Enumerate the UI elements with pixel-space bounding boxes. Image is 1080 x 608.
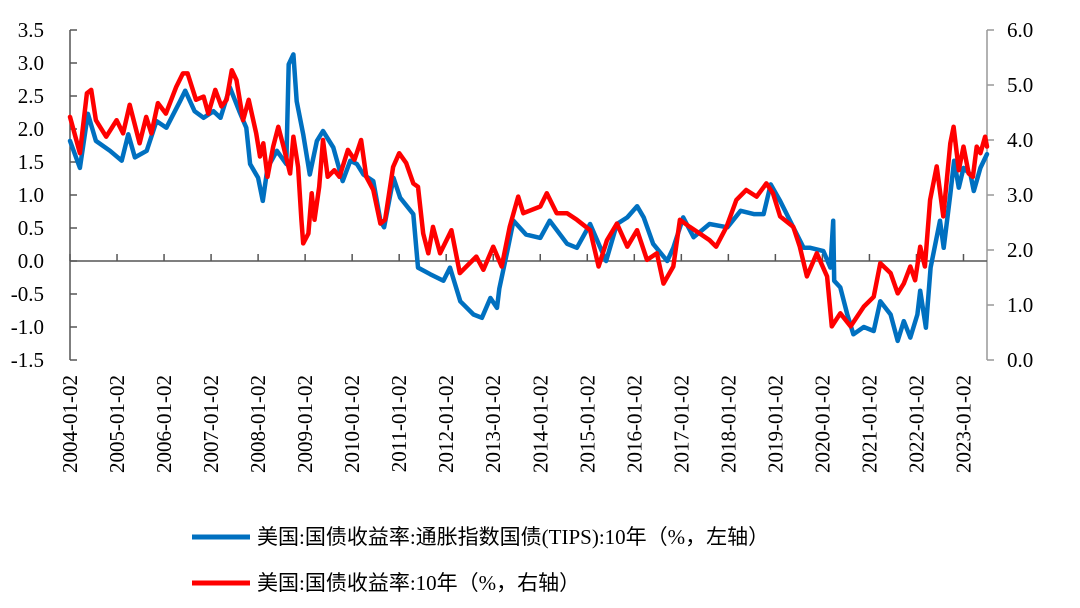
x-axis-tick-label: 2013-01-02 <box>481 375 505 473</box>
x-axis-tick-label: 2008-01-02 <box>246 375 270 473</box>
right-axis-tick-label: 2.0 <box>1007 238 1033 262</box>
left-axis-tick-label: 2.5 <box>18 84 44 108</box>
x-axis-tick-label: 2020-01-02 <box>810 375 834 473</box>
left-axis-tick-label: 2.0 <box>18 117 44 141</box>
x-axis-tick-label: 2022-01-02 <box>904 375 928 473</box>
left-axis-tick-label: 1.0 <box>18 183 44 207</box>
x-axis-tick-label: 2012-01-02 <box>434 375 458 473</box>
x-axis-tick-label: 2021-01-02 <box>857 375 881 473</box>
left-axis-tick-label: 3.5 <box>18 18 44 42</box>
x-axis-tick-label: 2011-01-02 <box>387 375 411 472</box>
x-axis-tick-label: 2018-01-02 <box>716 375 740 473</box>
right-axis-tick-label: 3.0 <box>1007 183 1033 207</box>
x-axis-tick-label: 2023-01-02 <box>951 375 975 473</box>
right-axis-tick-label: 1.0 <box>1007 293 1033 317</box>
x-axis-tick-label: 2004-01-02 <box>58 375 82 473</box>
x-axis-tick-label: 2015-01-02 <box>575 375 599 473</box>
right-axis-tick-label: 5.0 <box>1007 73 1033 97</box>
legend-label-10y: 美国:国债收益率:10年（%，右轴） <box>257 571 580 595</box>
x-axis-tick-label: 2016-01-02 <box>622 375 646 473</box>
legend: 美国:国债收益率:通胀指数国债(TIPS):10年（%，左轴） 美国:国债收益率… <box>192 525 769 595</box>
x-axis-tick-label: 2017-01-02 <box>669 375 693 473</box>
axes: 3.5 3.0 2.5 2.0 1.5 1.0 0.5 0.0 -0.5 -1.0 -1.5 6.0 5… <box>11 18 1034 473</box>
x-axis-tick-label: 2010-01-02 <box>340 375 364 473</box>
x-axis-tick-label: 2009-01-02 <box>293 375 317 473</box>
right-axis-tick-label: 6.0 <box>1007 18 1033 42</box>
left-axis-tick-label: 0.5 <box>18 216 44 240</box>
legend-label-tips: 美国:国债收益率:通胀指数国债(TIPS):10年（%，左轴） <box>257 525 769 549</box>
x-axis-tick-label: 2005-01-02 <box>105 375 129 473</box>
left-axis-tick-label: -1.0 <box>11 315 44 339</box>
right-axis-tick-label: 0.0 <box>1007 348 1033 372</box>
x-axis-tick-label: 2006-01-02 <box>152 375 176 473</box>
x-axis-tick-label: 2019-01-02 <box>763 375 787 473</box>
left-axis-tick-label: -1.5 <box>11 348 44 372</box>
left-axis-tick-label: 3.0 <box>18 51 44 75</box>
series-line-tips-10y <box>67 52 990 344</box>
left-axis-tick-label: -0.5 <box>11 282 44 306</box>
x-axis-tick-label: 2014-01-02 <box>528 375 552 473</box>
left-axis-tick-label: 0.0 <box>18 249 44 273</box>
series-line-treasury-10y <box>67 67 990 329</box>
x-axis-tick-label: 2007-01-02 <box>199 375 223 473</box>
series-layer <box>67 52 990 344</box>
left-axis-tick-label: 1.5 <box>18 150 44 174</box>
right-axis-tick-label: 4.0 <box>1007 128 1033 152</box>
